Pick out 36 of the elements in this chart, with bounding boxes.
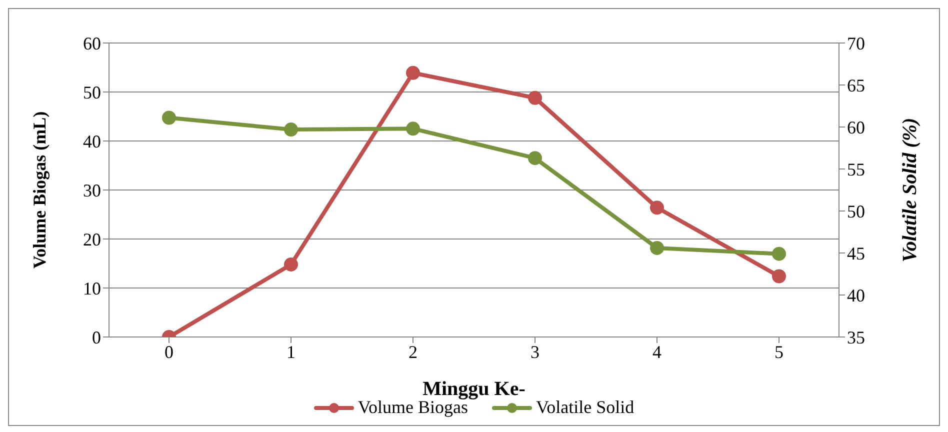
y2-axis-title: Volatile Solid (%) [899, 118, 922, 262]
x-tick-label: 3 [530, 342, 540, 362]
y2-tick-label: 60 [847, 117, 865, 138]
point [650, 240, 664, 255]
point [162, 110, 176, 125]
x-tick-label: 5 [774, 342, 784, 362]
y-tick-label: 30 [83, 180, 101, 200]
point [650, 200, 664, 215]
point [528, 90, 542, 105]
y2-tick-label: 65 [847, 75, 865, 96]
point [406, 122, 420, 136]
y-tick-label: 10 [83, 278, 101, 298]
y2-tick-label: 40 [847, 285, 865, 306]
point [772, 269, 786, 284]
y-tick-label: 0 [92, 327, 101, 348]
x-tick-label: 2 [408, 342, 418, 362]
y-axis-title: Volume Biogas (mL) [29, 111, 50, 269]
y2-tick-label: 70 [847, 33, 865, 54]
y2-tick-label: 50 [847, 201, 865, 222]
y2-tick-label: 45 [847, 243, 865, 264]
x-tick-label: 1 [286, 342, 296, 362]
point [406, 66, 420, 80]
x-tick-label: 4 [652, 342, 662, 362]
y-tick-label: 40 [83, 131, 101, 152]
x-axis-title: Minggu Ke- [422, 378, 526, 400]
legend-label: Volatile Solid [536, 397, 634, 418]
point [284, 257, 298, 272]
y-tick-label: 20 [83, 229, 101, 250]
y2-tick-label: 55 [847, 159, 865, 180]
y-tick-label: 50 [83, 82, 101, 102]
point [284, 122, 298, 137]
point [772, 246, 786, 261]
y-tick-label: 60 [83, 33, 101, 54]
point [528, 151, 542, 166]
x-tick-label: 0 [164, 342, 174, 362]
y2-tick-label: 35 [847, 327, 865, 348]
